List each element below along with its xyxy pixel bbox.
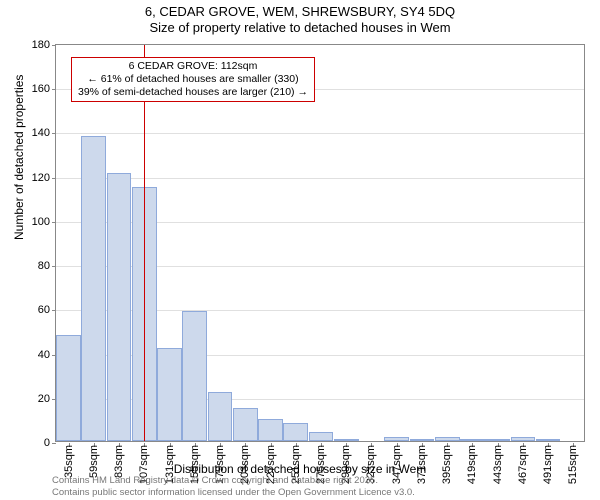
chart-title: 6, CEDAR GROVE, WEM, SHREWSBURY, SY4 5DQ… [0, 0, 600, 37]
ytick-label: 40 [38, 349, 50, 361]
gridline [56, 178, 584, 179]
histogram-bar [157, 348, 182, 441]
histogram-bar [511, 437, 536, 441]
ytick-label: 80 [38, 260, 50, 272]
histogram-bar [56, 335, 81, 441]
ytick-mark [52, 222, 56, 223]
x-axis-label: Distribution of detached houses by size … [0, 462, 600, 476]
ytick-label: 180 [32, 39, 50, 51]
footer-line-1: Contains HM Land Registry data © Crown c… [52, 475, 415, 486]
ytick-label: 60 [38, 304, 50, 316]
histogram-bar [435, 437, 460, 441]
title-line-1: 6, CEDAR GROVE, WEM, SHREWSBURY, SY4 5DQ [0, 4, 600, 20]
ytick-label: 20 [38, 393, 50, 405]
property-marker-line [144, 45, 145, 441]
histogram-bar [460, 439, 485, 441]
ytick-label: 0 [44, 437, 50, 449]
y-axis-label: Number of detached properties [12, 75, 26, 240]
ytick-mark [52, 45, 56, 46]
histogram-bar [81, 136, 106, 441]
annotation-line: ← 61% of detached houses are smaller (33… [78, 73, 308, 86]
ytick-mark [52, 310, 56, 311]
annotation-line: 39% of semi-detached houses are larger (… [78, 86, 308, 99]
ytick-label: 140 [32, 127, 50, 139]
histogram-bar [182, 311, 207, 441]
attribution-footer: Contains HM Land Registry data © Crown c… [52, 475, 415, 498]
histogram-bar [334, 439, 359, 441]
ytick-mark [52, 266, 56, 267]
histogram-bar [208, 392, 233, 441]
ytick-label: 120 [32, 172, 50, 184]
ytick-mark [52, 443, 56, 444]
histogram-bar [107, 173, 132, 441]
title-line-2: Size of property relative to detached ho… [0, 20, 600, 36]
ytick-label: 100 [32, 216, 50, 228]
histogram-bar [309, 432, 334, 441]
footer-line-2: Contains public sector information licen… [52, 487, 415, 498]
histogram-bar [536, 439, 561, 441]
histogram-bar [485, 439, 510, 441]
histogram-bar [384, 437, 409, 441]
plot-area: 02040608010012014016018035sqm59sqm83sqm1… [55, 44, 585, 442]
annotation-box: 6 CEDAR GROVE: 112sqm← 61% of detached h… [71, 57, 315, 102]
histogram-bar [410, 439, 435, 441]
chart-area: 02040608010012014016018035sqm59sqm83sqm1… [55, 44, 585, 442]
annotation-line: 6 CEDAR GROVE: 112sqm [78, 60, 308, 73]
histogram-bar [258, 419, 283, 441]
histogram-bar [233, 408, 258, 441]
ytick-mark [52, 133, 56, 134]
histogram-bar [283, 423, 308, 441]
gridline [56, 133, 584, 134]
ytick-label: 160 [32, 83, 50, 95]
ytick-mark [52, 178, 56, 179]
ytick-mark [52, 89, 56, 90]
